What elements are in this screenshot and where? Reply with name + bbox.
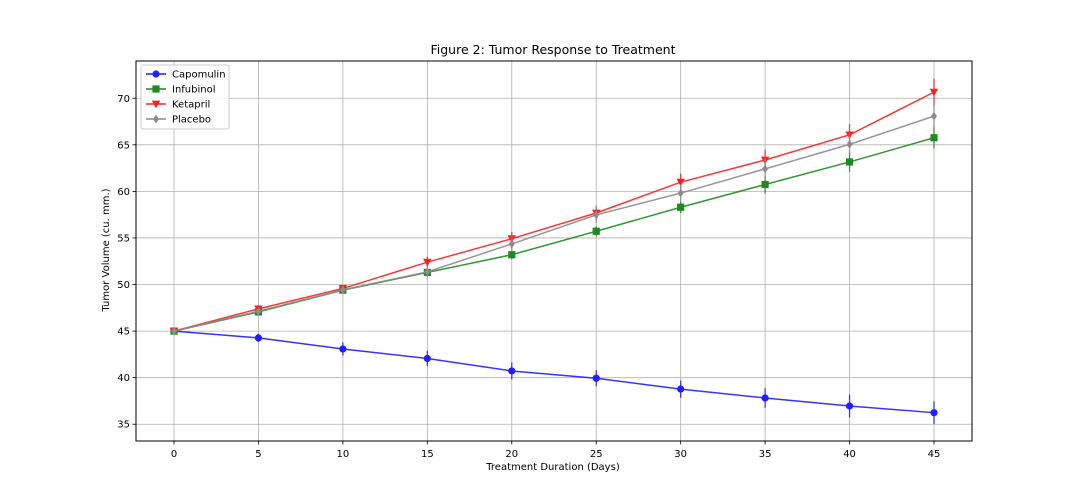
capomulin-point [677,385,685,393]
infubinol-point [761,180,769,189]
axis-ticks: 0 5 10 15 20 25 30 35 40 45 35 40 45 50 55 60 65 70 [117,94,940,460]
placebo-line [173,115,935,332]
ketapril-point [929,88,939,97]
legend-infubinol-label: Infubinol [172,85,216,96]
x-tick-label: 0 [171,449,177,460]
capomulin-line [173,330,935,414]
legend-ketapril-label: Ketapril [172,100,210,111]
placebo-point [762,164,769,174]
capomulin-point [423,354,431,363]
ketapril-point [676,178,685,187]
legend-ketapril-marker [151,100,161,109]
chart-title: Figure 2: Tumor Response to Treatment [430,42,675,57]
placebo-point [339,285,346,295]
placebo-point [171,326,177,336]
y-tick-label: 60 [117,187,130,198]
ketapril-point [423,258,432,267]
infubinol-point [845,158,854,166]
placebo-point [424,267,431,277]
infubinol-point [677,203,685,211]
ketapril-line [173,91,935,332]
grid-lines [136,61,972,441]
capomulin-point [592,374,600,382]
legend-box [140,64,230,130]
y-tick-label: 35 [117,420,130,431]
x-tick-label: 5 [255,449,261,460]
infubinol-point [508,251,516,259]
series-ketapril [169,78,939,336]
placebo-point [255,306,262,316]
x-tick-label: 30 [674,449,687,460]
series-infubinol [170,127,938,335]
placebo-point [931,111,937,121]
placebo-point [677,188,684,198]
capomulin-point [845,402,854,410]
x-tick-label: 25 [590,449,603,460]
y-tick-label: 70 [117,94,130,105]
x-tick-label: 35 [759,449,772,460]
legend-capomulin-marker [152,70,160,78]
y-tick-label: 45 [117,327,130,338]
y-tick-label: 40 [117,373,130,384]
x-tick-label: 10 [337,449,350,460]
placebo-point [508,239,515,249]
legend-infubinol-marker [152,85,160,93]
x-axis-label: Treatment Duration (Days) [485,462,620,473]
y-axis-label: Tumor Volume (cu. mm.) [101,188,112,312]
y-tick-label: 65 [117,140,130,151]
y-tick-label: 55 [117,233,130,244]
legend-placebo-label: Placebo [172,115,211,126]
plot-frame [135,60,973,442]
placebo-point [593,210,600,220]
x-tick-label: 15 [421,449,434,460]
legend-capomulin-label: Capomulin [172,70,226,81]
plot-series [169,78,939,425]
series-placebo [171,103,937,336]
capomulin-point [761,394,769,402]
capomulin-point [254,334,263,342]
capomulin-point [930,409,938,417]
capomulin-point [339,345,347,353]
y-tick-label: 50 [117,280,130,291]
placebo-point [846,139,853,149]
legend: Capomulin Infubinol Ketapril Placebo [140,64,230,130]
x-tick-label: 45 [928,449,941,460]
infubinol-point [930,134,938,142]
series-capomulin [170,327,938,425]
infubinol-point [592,227,600,235]
x-tick-label: 40 [843,449,856,460]
legend-placebo-marker [153,114,159,124]
capomulin-point [508,367,516,375]
x-tick-label: 20 [505,449,518,460]
